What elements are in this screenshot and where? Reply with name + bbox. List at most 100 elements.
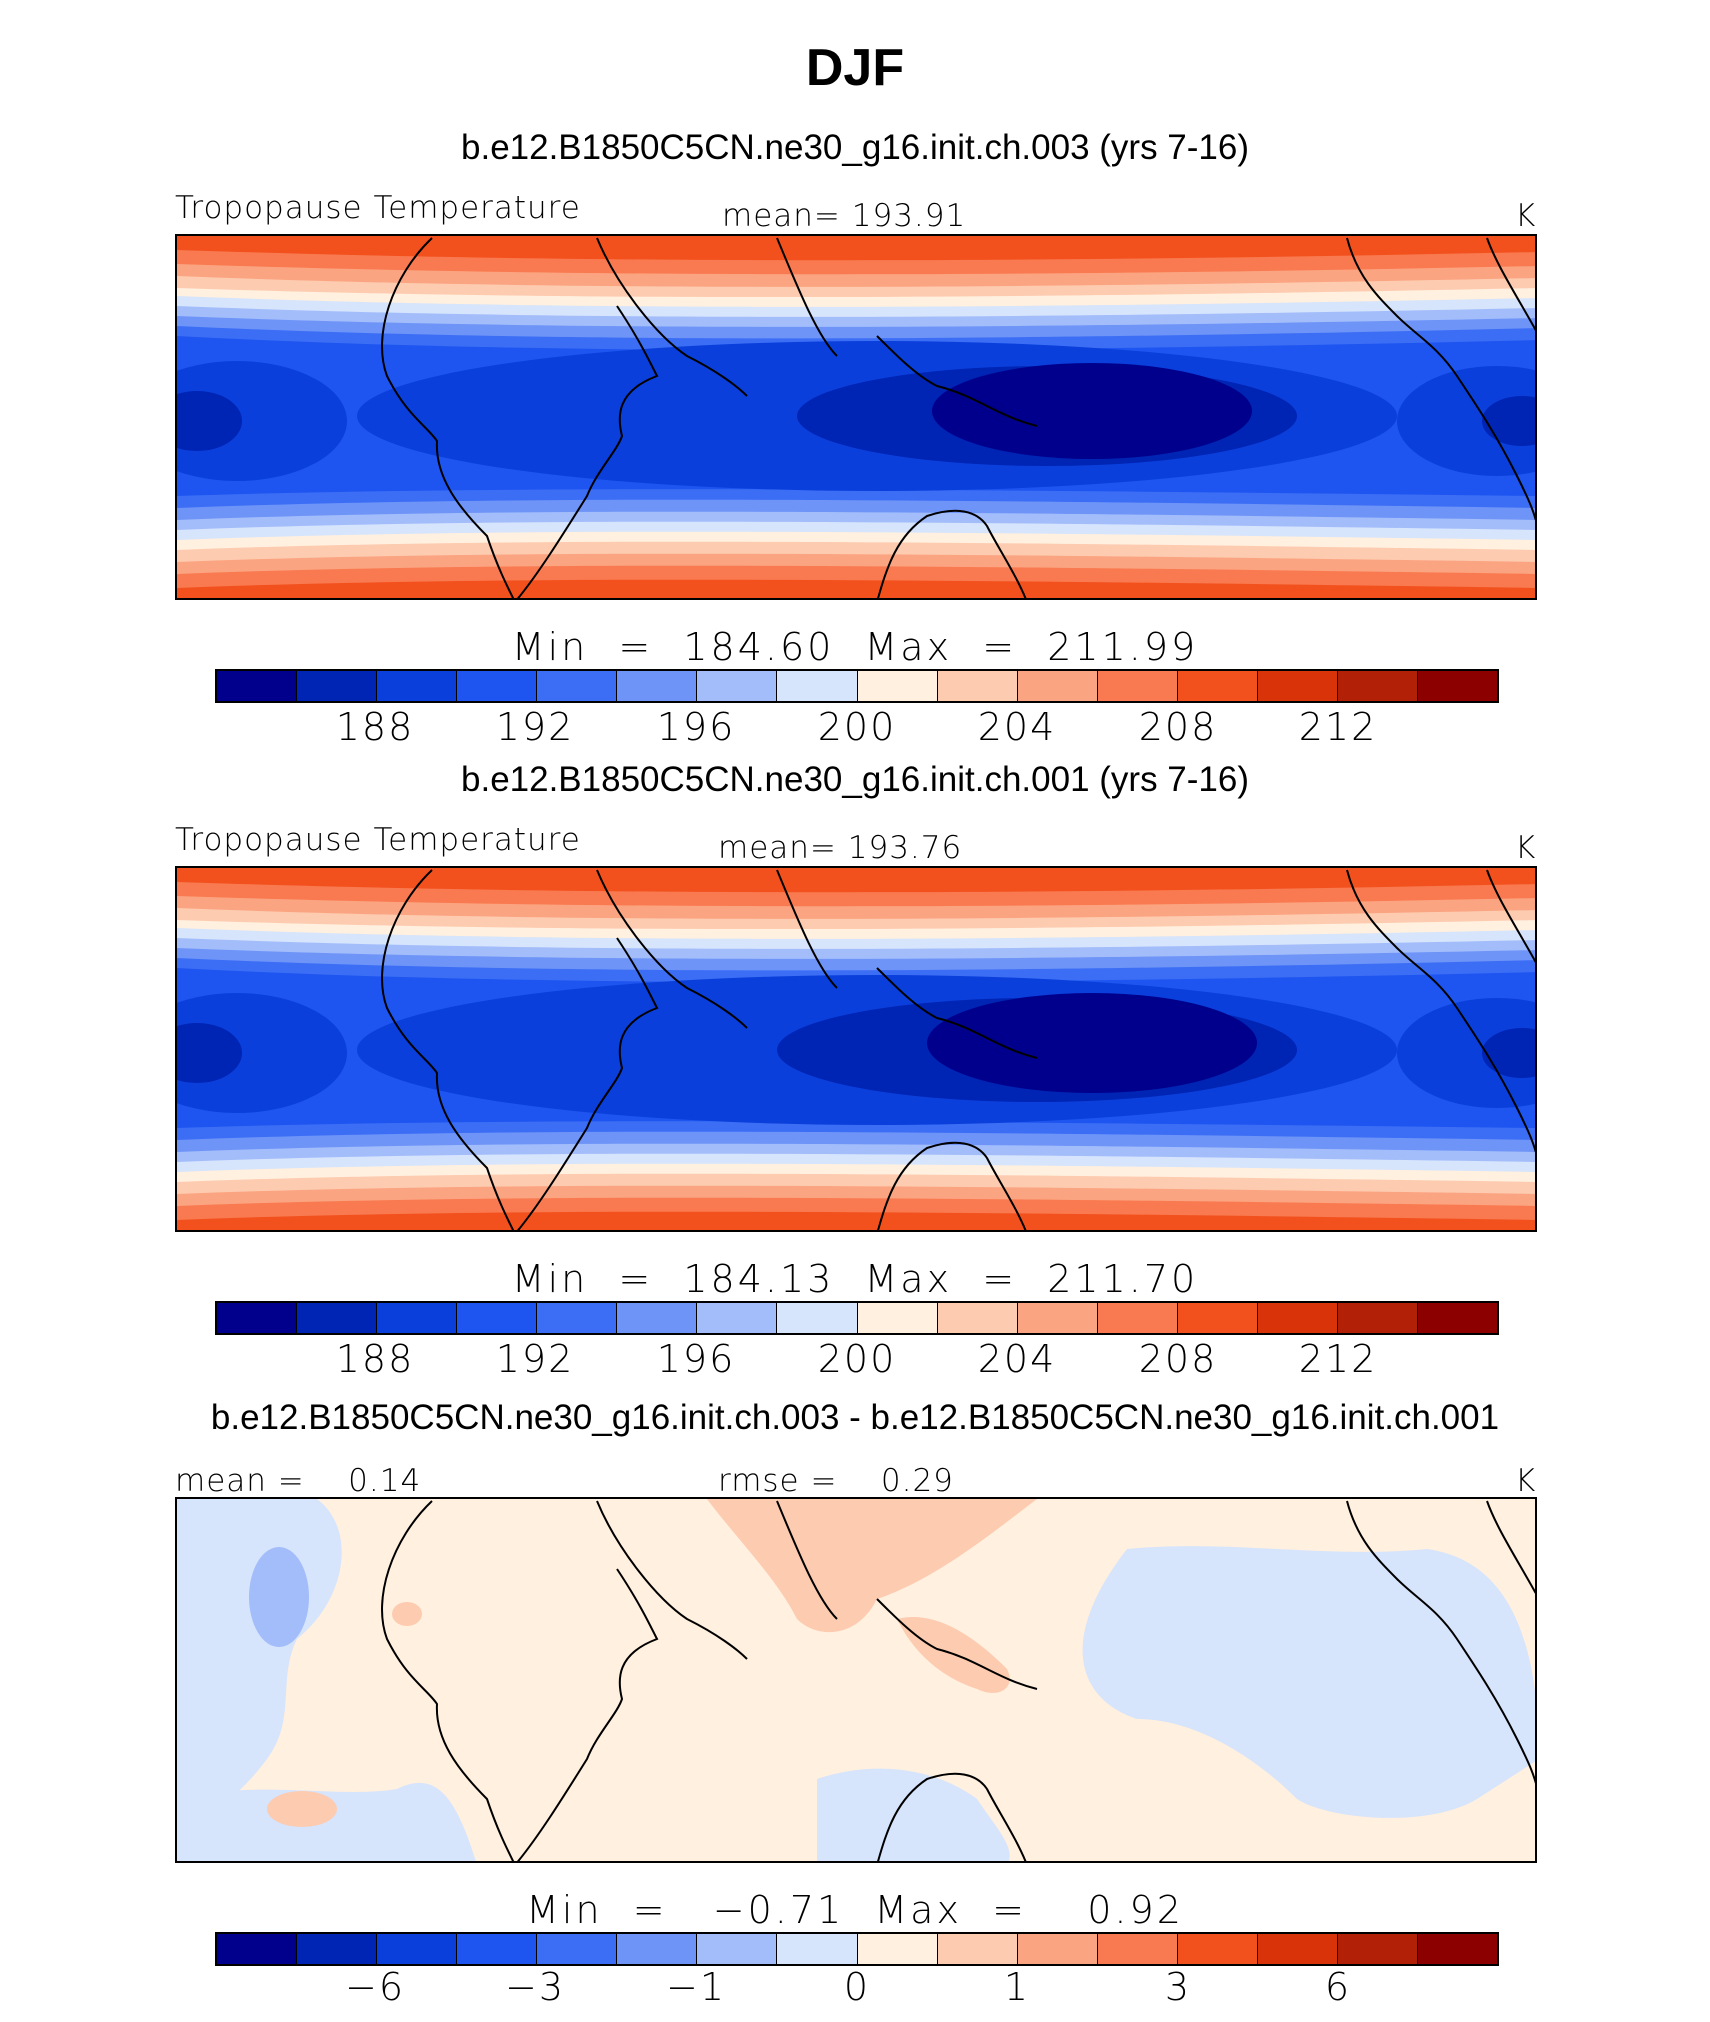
colorbar-box xyxy=(857,1934,938,1964)
colorbar-box xyxy=(1017,1934,1098,1964)
colorbar-box xyxy=(937,671,1018,701)
panel2-temperature-bands xyxy=(177,868,1535,1230)
colorbar-box xyxy=(537,671,618,701)
panel2-map xyxy=(175,866,1537,1232)
panel2-field-label: Tropopause Temperature xyxy=(175,822,581,858)
colorbar-tick: 212 xyxy=(1298,705,1378,749)
colorbar-box xyxy=(297,671,378,701)
panel2-coastlines xyxy=(381,869,1535,1230)
panel2-case-title: b.e12.B1850C5CN.ne30_g16.init.ch.001 (yr… xyxy=(461,760,1249,799)
colorbar-box xyxy=(697,1934,778,1964)
colorbar-box xyxy=(1337,1303,1418,1333)
colorbar-box xyxy=(457,671,538,701)
colorbar-box xyxy=(217,671,298,701)
colorbar-tick: −1 xyxy=(665,1965,727,2009)
colorbar-box xyxy=(297,1934,378,1964)
colorbar-box xyxy=(777,1303,858,1333)
colorbar-box xyxy=(1337,671,1418,701)
colorbar-tick: 204 xyxy=(977,705,1057,749)
colorbar-box xyxy=(857,1303,938,1333)
colorbar-box xyxy=(217,1303,298,1333)
colorbar-tick: 196 xyxy=(656,1337,736,1381)
panel1-map xyxy=(175,234,1537,600)
panel1-minmax: Min = 184.60 Max = 211.99 xyxy=(511,625,1199,669)
colorbar-box xyxy=(457,1303,538,1333)
panel3-map xyxy=(175,1497,1537,1863)
colorbar-tick: 204 xyxy=(977,1337,1057,1381)
colorbar-box xyxy=(777,1934,858,1964)
colorbar-box xyxy=(697,671,778,701)
colorbar-box xyxy=(457,1934,538,1964)
colorbar-tick: 192 xyxy=(495,1337,575,1381)
colorbar-box xyxy=(1257,1303,1338,1333)
figure-title: DJF xyxy=(805,39,905,97)
panel3-mean-label: mean = 0.14 xyxy=(175,1463,422,1499)
colorbar-box xyxy=(217,1934,298,1964)
panel1-field-label: Tropopause Temperature xyxy=(175,190,581,226)
colorbar-box xyxy=(297,1303,378,1333)
colorbar-box xyxy=(697,1303,778,1333)
colorbar-box xyxy=(1097,671,1178,701)
colorbar-box xyxy=(1017,671,1098,701)
colorbar-tick: 200 xyxy=(817,1337,897,1381)
colorbar-box xyxy=(377,1934,458,1964)
panel2-contour-field xyxy=(177,868,1535,1230)
colorbar-box xyxy=(537,1934,618,1964)
colorbar-box xyxy=(1017,1303,1098,1333)
panel3-difference-bands xyxy=(177,1499,1535,1861)
colorbar-tick: 188 xyxy=(335,1337,415,1381)
colorbar-box xyxy=(1337,1934,1418,1964)
panel2-mean-label: mean= 193.76 xyxy=(718,830,963,866)
colorbar-tick: −6 xyxy=(344,1965,406,2009)
panel3-minmax: Min = −0.71 Max = 0.92 xyxy=(526,1888,1184,1932)
panel1-case-title: b.e12.B1850C5CN.ne30_g16.init.ch.003 (yr… xyxy=(461,128,1249,167)
colorbar-box xyxy=(537,1303,618,1333)
colorbar-box xyxy=(1097,1934,1178,1964)
panel3-rmse-label: rmse = 0.29 xyxy=(718,1463,954,1499)
colorbar-tick: 212 xyxy=(1298,1337,1378,1381)
panel2-colorbar xyxy=(215,1301,1499,1335)
colorbar-box xyxy=(1417,1303,1497,1333)
colorbar-box xyxy=(937,1303,1018,1333)
colorbar-box xyxy=(1177,1934,1258,1964)
panel1-coastlines xyxy=(381,237,1535,598)
panel1-temperature-bands xyxy=(177,236,1535,598)
colorbar-box xyxy=(1257,671,1338,701)
colorbar-tick: 208 xyxy=(1138,705,1218,749)
colorbar-tick: 1 xyxy=(1003,1965,1031,2009)
colorbar-tick: 0 xyxy=(843,1965,871,2009)
panel1-contour-field xyxy=(177,236,1535,598)
colorbar-tick: 200 xyxy=(817,705,897,749)
colorbar-box xyxy=(1417,671,1497,701)
panel3-coastlines xyxy=(381,1500,1535,1861)
colorbar-box xyxy=(1177,1303,1258,1333)
colorbar-box xyxy=(1257,1934,1338,1964)
panel3-colorbar xyxy=(215,1932,1499,1966)
colorbar-box xyxy=(1177,671,1258,701)
colorbar-tick: 208 xyxy=(1138,1337,1218,1381)
panel1-units-label: K xyxy=(1515,198,1537,234)
panel3-case-title: b.e12.B1850C5CN.ne30_g16.init.ch.003 - b… xyxy=(210,1398,1500,1437)
colorbar-box xyxy=(1097,1303,1178,1333)
colorbar-tick: −3 xyxy=(504,1965,566,2009)
panel3-contour-field xyxy=(177,1499,1535,1861)
colorbar-box xyxy=(937,1934,1018,1964)
colorbar-box xyxy=(857,671,938,701)
panel2-minmax: Min = 184.13 Max = 211.70 xyxy=(511,1257,1199,1301)
colorbar-tick: 188 xyxy=(335,705,415,749)
colorbar-tick: 6 xyxy=(1324,1965,1352,2009)
colorbar-box xyxy=(377,671,458,701)
panel2-units-label: K xyxy=(1515,830,1537,866)
panel1-colorbar xyxy=(215,669,1499,703)
colorbar-box xyxy=(617,671,698,701)
panel1-mean-label: mean= 193.91 xyxy=(722,198,967,234)
colorbar-box xyxy=(1417,1934,1497,1964)
colorbar-box xyxy=(617,1303,698,1333)
colorbar-box xyxy=(377,1303,458,1333)
colorbar-box xyxy=(777,671,858,701)
colorbar-tick: 3 xyxy=(1164,1965,1192,2009)
colorbar-box xyxy=(617,1934,698,1964)
panel3-units-label: K xyxy=(1515,1463,1537,1499)
colorbar-tick: 196 xyxy=(656,705,736,749)
colorbar-tick: 192 xyxy=(495,705,575,749)
